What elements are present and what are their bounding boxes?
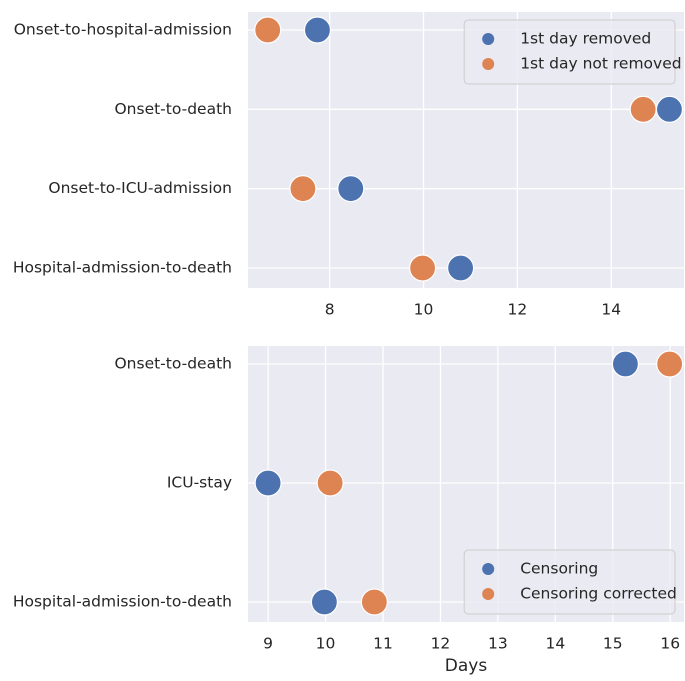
legend-box — [463, 19, 676, 85]
point — [316, 469, 344, 497]
legend-marker — [482, 33, 495, 45]
legend-marker — [482, 58, 495, 70]
point — [360, 588, 388, 616]
legend-label: Censoring — [520, 560, 598, 578]
point — [611, 350, 640, 378]
y-tick-label: Onset-to-ICU-admission — [48, 179, 232, 197]
x-axis-label: Days — [445, 656, 488, 676]
legend-box — [463, 549, 676, 615]
y-tick-label: Onset-to-death — [114, 100, 232, 118]
x-tick-label: 13 — [488, 635, 508, 653]
point — [254, 16, 282, 44]
x-tick-label: 11 — [373, 635, 393, 653]
x-tick-label: 8 — [325, 301, 335, 319]
legend-label: Censoring corrected — [520, 585, 677, 603]
point — [337, 175, 365, 203]
legend-label: 1st day removed — [520, 30, 651, 48]
x-tick-label: 15 — [603, 635, 623, 653]
point — [656, 350, 684, 378]
x-tick-label: 12 — [508, 301, 528, 319]
legend-label: 1st day not removed — [520, 55, 681, 73]
point — [254, 469, 282, 497]
point — [303, 16, 332, 44]
y-tick-label: Onset-to-hospital-admission — [14, 21, 232, 39]
legend-marker — [482, 563, 495, 575]
point — [655, 95, 684, 123]
x-tick-label: 12 — [431, 635, 451, 653]
y-tick-label: Onset-to-death — [114, 355, 232, 373]
legend-marker — [482, 588, 495, 600]
x-tick-label: 9 — [263, 635, 273, 653]
point — [447, 254, 475, 282]
x-tick-label: 16 — [660, 635, 680, 653]
point — [408, 254, 437, 282]
point — [310, 588, 339, 616]
x-tick-label: 14 — [601, 301, 621, 319]
x-tick-label: 14 — [545, 635, 565, 653]
x-tick-label: 10 — [316, 635, 336, 653]
point — [629, 95, 657, 123]
y-tick-label: ICU-stay — [167, 474, 232, 492]
point — [289, 175, 317, 203]
y-tick-label: Hospital-admission-to-death — [13, 259, 232, 277]
x-tick-label: 10 — [414, 301, 434, 319]
y-tick-label: Hospital-admission-to-death — [13, 593, 232, 611]
